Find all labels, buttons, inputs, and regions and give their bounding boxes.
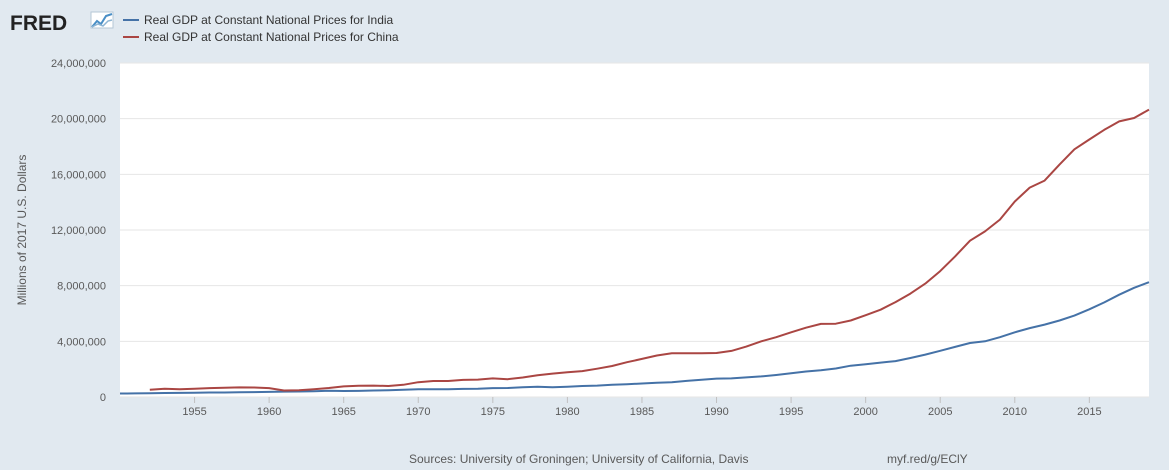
footer-sources: Sources: University of Groningen; Univer…: [409, 452, 748, 466]
legend-item-china[interactable]: Real GDP at Constant National Prices for…: [123, 30, 399, 44]
y-tick-label: 24,000,000: [51, 58, 106, 70]
x-tick-label: 1995: [779, 406, 803, 418]
footer-link[interactable]: myf.red/g/EClY: [887, 452, 968, 466]
y-tick-label: 8,000,000: [57, 281, 106, 293]
trend-graph-icon: [90, 11, 114, 29]
x-tick-label: 1970: [406, 406, 430, 418]
fred-logo-text: FRED: [10, 12, 67, 35]
x-tick-label: 1975: [481, 406, 505, 418]
y-tick-label: 4,000,000: [57, 336, 106, 348]
x-axis-ticks: 1955 1960 1965 1970 1975 1980 1985 1990 1995 2000…: [182, 397, 1102, 418]
x-tick-label: 1990: [704, 406, 728, 418]
legend: Real GDP at Constant National Prices for…: [123, 13, 399, 44]
x-tick-label: 2015: [1077, 406, 1101, 418]
x-tick-label: 1985: [630, 406, 654, 418]
x-tick-label: 2010: [1003, 406, 1027, 418]
series-line-india[interactable]: [119, 281, 1150, 395]
y-tick-label: 16,000,000: [51, 169, 106, 181]
y-tick-label: 0: [100, 392, 106, 404]
series-layer: [119, 108, 1150, 395]
x-tick-label: 1960: [257, 406, 281, 418]
fred-logo[interactable]: FRED: [10, 11, 114, 35]
x-tick-label: 1980: [555, 406, 579, 418]
x-tick-label: 2005: [928, 406, 952, 418]
y-axis-title: Millions of 2017 U.S. Dollars: [15, 155, 29, 306]
legend-item-india[interactable]: Real GDP at Constant National Prices for…: [123, 13, 394, 27]
x-tick-label: 1965: [331, 406, 355, 418]
series-line-china[interactable]: [149, 108, 1150, 392]
x-tick-label: 2000: [853, 406, 877, 418]
y-tick-label: 12,000,000: [51, 225, 106, 237]
legend-label-india: Real GDP at Constant National Prices for…: [144, 13, 394, 27]
y-axis-ticks: 0 4,000,000 8,000,000 12,000,000 16,000,000 2…: [51, 58, 106, 404]
x-tick-label: 1955: [182, 406, 206, 418]
legend-label-china: Real GDP at Constant National Prices for…: [144, 30, 399, 44]
y-tick-label: 20,000,000: [51, 114, 106, 126]
